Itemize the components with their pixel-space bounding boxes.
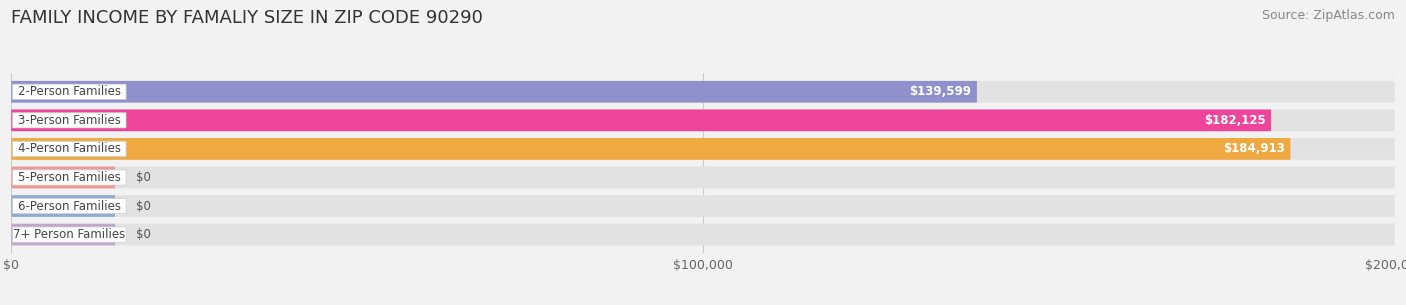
Text: $184,913: $184,913	[1223, 142, 1285, 155]
FancyBboxPatch shape	[13, 170, 127, 185]
FancyBboxPatch shape	[11, 138, 1291, 160]
Text: $0: $0	[136, 171, 150, 184]
FancyBboxPatch shape	[11, 195, 115, 217]
FancyBboxPatch shape	[11, 81, 977, 102]
FancyBboxPatch shape	[11, 167, 1395, 188]
Text: 6-Person Families: 6-Person Families	[18, 199, 121, 213]
Text: $0: $0	[136, 199, 150, 213]
FancyBboxPatch shape	[11, 195, 1395, 217]
FancyBboxPatch shape	[11, 109, 1395, 131]
Text: 7+ Person Families: 7+ Person Families	[13, 228, 125, 241]
FancyBboxPatch shape	[11, 167, 115, 188]
FancyBboxPatch shape	[13, 227, 127, 242]
FancyBboxPatch shape	[13, 113, 127, 128]
Text: $182,125: $182,125	[1204, 114, 1265, 127]
FancyBboxPatch shape	[11, 224, 115, 246]
Text: 4-Person Families: 4-Person Families	[18, 142, 121, 155]
FancyBboxPatch shape	[11, 109, 1271, 131]
Text: $139,599: $139,599	[910, 85, 972, 98]
Text: 2-Person Families: 2-Person Families	[18, 85, 121, 98]
Text: 5-Person Families: 5-Person Families	[18, 171, 121, 184]
Text: Source: ZipAtlas.com: Source: ZipAtlas.com	[1261, 9, 1395, 22]
Text: 3-Person Families: 3-Person Families	[18, 114, 121, 127]
FancyBboxPatch shape	[13, 141, 127, 156]
Text: $0: $0	[136, 228, 150, 241]
FancyBboxPatch shape	[11, 138, 1395, 160]
Text: FAMILY INCOME BY FAMALIY SIZE IN ZIP CODE 90290: FAMILY INCOME BY FAMALIY SIZE IN ZIP COD…	[11, 9, 484, 27]
FancyBboxPatch shape	[11, 224, 1395, 246]
FancyBboxPatch shape	[11, 81, 1395, 102]
FancyBboxPatch shape	[13, 84, 127, 99]
FancyBboxPatch shape	[13, 198, 127, 213]
